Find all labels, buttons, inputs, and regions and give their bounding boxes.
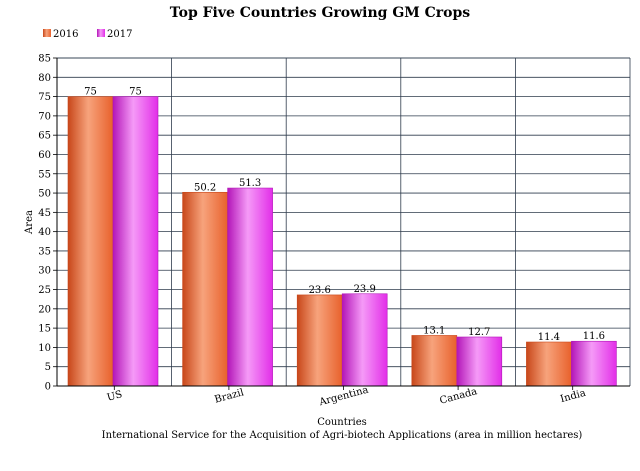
bar-india-2017 xyxy=(571,340,617,387)
y-axis-label: Area xyxy=(24,210,35,235)
data-label-argentina-2016: 23.6 xyxy=(309,285,331,296)
y-axis-ticks: 0 5 10 15 20 25 30 35 40 45 50 55 60 65 70 75 80 85 xyxy=(38,54,57,393)
data-label-brazil-2017: 51.3 xyxy=(239,178,261,189)
x-axis-ticks: US Brazil Argentina Canada India xyxy=(106,385,587,409)
x-axis-label: Countries xyxy=(317,417,367,428)
bar-us-2017 xyxy=(112,96,159,387)
y-tick-label: 25 xyxy=(38,285,51,296)
y-tick-label: 60 xyxy=(38,150,51,161)
data-label-us-2017: 75 xyxy=(129,87,142,98)
data-labels: 75 75 50.2 51.3 23.6 23.9 13.1 12.7 11.4 11.6 xyxy=(84,87,605,343)
bar-argentina-2017 xyxy=(341,293,388,387)
data-label-us-2016: 75 xyxy=(84,87,97,98)
x-tick-label-india: India xyxy=(559,388,587,405)
y-tick-label: 80 xyxy=(38,73,51,84)
y-tick-label: 5 xyxy=(45,362,51,373)
bars xyxy=(67,96,617,387)
legend: 2016 2017 xyxy=(43,29,132,40)
y-tick-label: 75 xyxy=(38,92,51,103)
y-tick-label: 0 xyxy=(45,382,51,393)
y-tick-label: 70 xyxy=(38,111,51,122)
y-tick-label: 85 xyxy=(38,54,51,65)
bar-brazil-2017 xyxy=(227,187,273,387)
data-label-india-2017: 11.6 xyxy=(583,331,605,342)
y-tick-label: 10 xyxy=(38,343,51,354)
y-tick-label: 45 xyxy=(38,208,51,219)
x-tick-label-brazil: Brazil xyxy=(213,387,245,405)
bar-brazil-2016 xyxy=(182,191,228,387)
y-tick-label: 50 xyxy=(38,189,51,200)
legend-swatch-2017 xyxy=(97,29,105,37)
y-tick-label: 40 xyxy=(38,227,51,238)
bar-canada-2017 xyxy=(456,336,503,387)
y-tick-label: 55 xyxy=(38,169,51,180)
y-tick-label: 30 xyxy=(38,266,51,277)
y-tick-label: 65 xyxy=(38,131,51,142)
bar-canada-2016 xyxy=(411,335,458,387)
data-label-canada-2017: 12.7 xyxy=(468,327,490,338)
legend-swatch-2016 xyxy=(43,29,51,37)
x-tick-label-us: US xyxy=(106,389,124,404)
bar-argentina-2016 xyxy=(296,294,343,387)
x-tick-label-canada: Canada xyxy=(439,386,479,407)
data-label-india-2016: 11.4 xyxy=(538,332,560,343)
chart-title: Top Five Countries Growing GM Crops xyxy=(170,5,471,21)
legend-label-2016: 2016 xyxy=(53,29,78,40)
bar-us-2016 xyxy=(67,96,114,387)
data-label-brazil-2016: 50.2 xyxy=(194,182,216,193)
y-tick-label: 35 xyxy=(38,246,51,257)
bar-india-2016 xyxy=(526,341,572,387)
legend-label-2017: 2017 xyxy=(107,29,132,40)
data-label-argentina-2017: 23.9 xyxy=(354,284,376,295)
data-label-canada-2016: 13.1 xyxy=(423,325,445,336)
y-tick-label: 20 xyxy=(38,304,51,315)
y-tick-label: 15 xyxy=(38,324,51,335)
chart-subtitle: International Service for the Acquisitio… xyxy=(102,430,583,441)
